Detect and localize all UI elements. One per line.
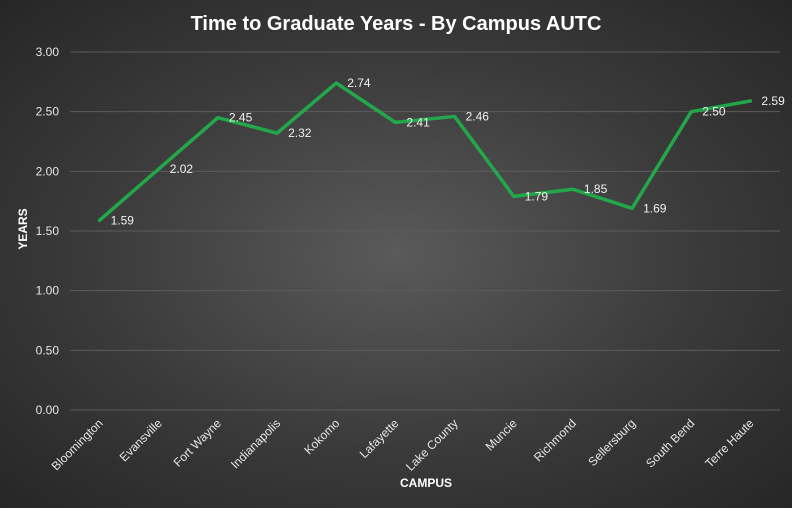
x-axis-title: CAMPUS: [400, 476, 452, 490]
series-line: [97, 81, 753, 223]
data-label: 2.50: [702, 105, 726, 119]
y-tick-label: 3.00: [36, 45, 60, 59]
x-tick-label: Richmond: [531, 416, 579, 464]
data-label: 1.79: [525, 189, 549, 203]
y-tick-label: 2.00: [36, 164, 60, 178]
y-tick-label: 2.50: [36, 105, 60, 119]
x-tick-label: Muncie: [483, 416, 520, 453]
x-tick-label: Terre Haute: [702, 416, 756, 470]
x-tick-label: Lafayette: [357, 416, 402, 461]
x-tick-label: South Bend: [643, 416, 697, 470]
y-axis-title: YEARS: [16, 208, 30, 249]
data-label: 1.69: [643, 201, 667, 215]
y-tick-label: 1.00: [36, 284, 60, 298]
data-labels: 1.59 2.02 2.45 2.32 2.74 2.41 2.46 1.79 1.85 1.69…: [111, 76, 786, 227]
data-label: 2.74: [347, 76, 371, 90]
gridlines: [70, 51, 780, 411]
x-axis-ticks: Bloomington Evansville Fort Wayne Indianapo…: [49, 416, 757, 474]
data-label: 2.32: [288, 126, 312, 140]
y-axis-ticks: 0.00 0.50 1.00 1.50 2.00 2.50 3.00: [36, 45, 60, 417]
data-label: 1.59: [111, 213, 135, 227]
data-label: 2.45: [229, 111, 253, 125]
y-tick-label: 0.00: [36, 403, 60, 417]
y-tick-label: 1.50: [36, 224, 60, 238]
x-tick-label: Evansville: [117, 416, 165, 464]
x-tick-label: Fort Wayne: [171, 416, 225, 470]
x-tick-label: Kokomo: [301, 416, 342, 457]
data-label: 1.85: [584, 182, 608, 196]
y-tick-label: 0.50: [36, 343, 60, 357]
x-tick-label: Lake County: [403, 416, 461, 474]
data-label: 2.59: [761, 94, 785, 108]
x-tick-label: Sellersburg: [585, 416, 638, 469]
data-label: 2.02: [170, 162, 194, 176]
data-label: 2.41: [406, 115, 430, 129]
x-tick-label: Bloomington: [49, 416, 106, 473]
series-layer: [97, 81, 753, 223]
x-tick-label: Indianapolis: [228, 416, 283, 471]
data-label: 2.46: [466, 109, 490, 123]
chart-title: Time to Graduate Years - By Campus AUTC: [191, 13, 602, 35]
